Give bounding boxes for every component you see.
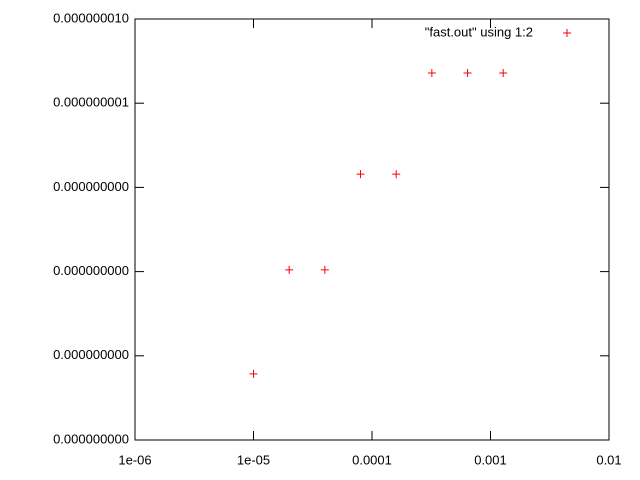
- point: [463, 69, 472, 78]
- x-tick-label: 0.01: [596, 452, 621, 467]
- y-tick-label: 0.000000000: [53, 347, 129, 362]
- point: [356, 170, 365, 179]
- point: [427, 69, 436, 78]
- x-tick-label: 0.001: [474, 452, 507, 467]
- y-tick-label: 0.000000010: [53, 10, 129, 25]
- legend-marker: [563, 29, 571, 37]
- y-tick-label: 0.000000000: [53, 263, 129, 278]
- y-tick-label: 0.000000000: [53, 179, 129, 194]
- x-tick-label: 0.0001: [352, 452, 392, 467]
- y-tick-label: 0.000000000: [53, 431, 129, 446]
- point: [320, 265, 329, 274]
- point: [285, 265, 294, 274]
- x-tick-label: 1e-06: [118, 452, 151, 467]
- legend-label: "fast.out" using 1:2: [425, 24, 533, 39]
- x-tick-label: 1e-05: [237, 452, 270, 467]
- point: [249, 369, 258, 378]
- point: [392, 170, 401, 179]
- point: [499, 69, 508, 78]
- y-tick-label: 0.000000001: [53, 95, 129, 110]
- plot-border: [134, 18, 610, 441]
